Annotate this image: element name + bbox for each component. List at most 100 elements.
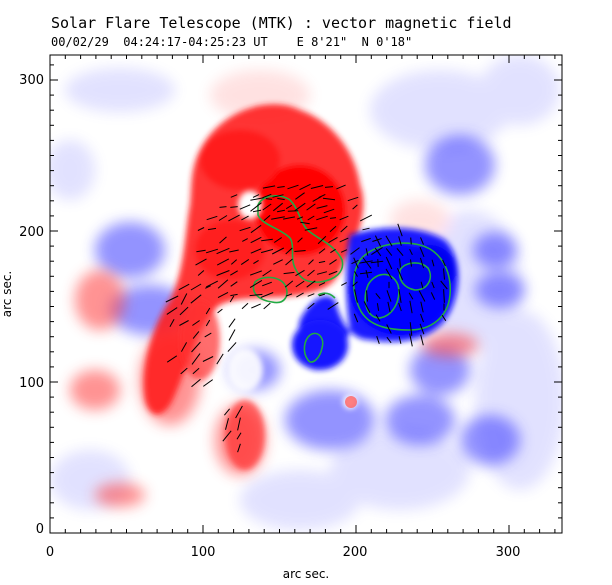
field-vector — [179, 320, 189, 326]
field-vector — [217, 308, 223, 314]
field-vector — [318, 260, 326, 264]
field-vector — [216, 258, 230, 266]
field-vector — [204, 332, 212, 338]
field-vector — [299, 183, 311, 191]
field-vector — [206, 215, 218, 221]
field-vector — [262, 281, 272, 287]
x-tick-0: 0 — [46, 545, 54, 560]
field-vector — [329, 225, 337, 233]
field-vector — [241, 302, 249, 310]
field-vector — [253, 259, 259, 265]
field-vector — [216, 270, 230, 276]
contour-north — [257, 195, 344, 283]
field-vector — [236, 432, 242, 440]
field-vector — [166, 307, 178, 315]
field-vector — [222, 430, 232, 442]
y-tick-100: 100 — [19, 376, 44, 391]
field-vector — [330, 248, 336, 254]
field-vector — [329, 259, 337, 265]
field-vector — [365, 248, 369, 256]
field-vector — [216, 353, 224, 365]
field-vector — [324, 186, 334, 188]
field-vector — [191, 341, 201, 353]
field-vector — [307, 215, 315, 221]
field-vector — [310, 185, 324, 189]
field-vector — [191, 353, 201, 365]
x-tick-300: 300 — [496, 545, 521, 560]
field-vector — [312, 196, 322, 202]
y-tick-300: 300 — [19, 73, 44, 88]
field-vector — [327, 302, 339, 310]
field-vector — [318, 293, 326, 297]
field-vector — [316, 205, 328, 209]
field-vector — [361, 237, 371, 243]
field-vector — [242, 238, 248, 242]
field-vector — [237, 443, 241, 453]
field-vector — [370, 260, 384, 264]
field-vector — [352, 204, 358, 210]
field-vector — [431, 259, 435, 267]
field-vector — [219, 206, 227, 208]
field-vector — [443, 289, 445, 303]
field-vector — [295, 280, 305, 288]
field-vector — [296, 216, 304, 220]
field-vector — [239, 204, 251, 210]
field-vector — [179, 306, 189, 316]
field-vector — [217, 291, 229, 299]
x-tick-200: 200 — [343, 545, 368, 560]
field-vector — [409, 300, 413, 314]
field-vector — [180, 367, 188, 375]
field-vector — [420, 301, 424, 313]
field-vector — [205, 319, 211, 327]
field-vector — [317, 235, 327, 245]
field-vector — [341, 282, 347, 286]
field-vector — [263, 302, 271, 310]
field-vector — [260, 292, 274, 298]
field-vector — [207, 227, 217, 231]
field-vector — [165, 295, 179, 303]
field-vector — [408, 292, 414, 300]
y-tick-labels: 0 100 200 300 — [19, 73, 44, 537]
field-vector — [398, 236, 402, 246]
field-vector — [359, 214, 373, 222]
field-vector — [285, 258, 293, 266]
field-vector — [365, 269, 369, 279]
field-vector — [224, 408, 230, 416]
field-vector — [307, 269, 315, 277]
field-vector — [262, 193, 272, 199]
field-vector — [359, 271, 373, 275]
field-vector — [328, 270, 338, 276]
field-vector — [354, 289, 358, 303]
field-vector — [190, 294, 202, 304]
field-vector — [196, 249, 206, 253]
field-vector — [229, 295, 235, 303]
field-vector — [385, 248, 393, 256]
field-vector — [178, 283, 190, 291]
field-vector — [274, 237, 282, 243]
field-vector — [252, 209, 262, 213]
field-vector — [249, 293, 263, 297]
field-vector — [410, 259, 412, 267]
contour-south — [303, 332, 324, 363]
field-vector — [353, 257, 359, 269]
field-vector — [329, 217, 337, 219]
field-vector — [251, 303, 261, 309]
field-vector — [420, 237, 424, 245]
field-vector — [339, 237, 349, 243]
field-vector — [304, 227, 318, 231]
field-vector — [385, 256, 393, 270]
bright-spot — [345, 396, 357, 408]
field-vector — [192, 320, 200, 326]
field-vector — [376, 303, 380, 311]
y-tick-0: 0 — [36, 522, 44, 537]
contour-bridge — [317, 292, 336, 299]
field-vector — [328, 236, 338, 244]
positive-polarity-strong — [143, 104, 364, 470]
field-vector — [442, 259, 446, 267]
field-vector — [197, 227, 205, 231]
field-vector — [283, 216, 295, 220]
field-vector — [366, 290, 368, 302]
field-vector — [230, 281, 238, 287]
field-vector — [239, 226, 251, 232]
field-vector — [294, 202, 306, 212]
